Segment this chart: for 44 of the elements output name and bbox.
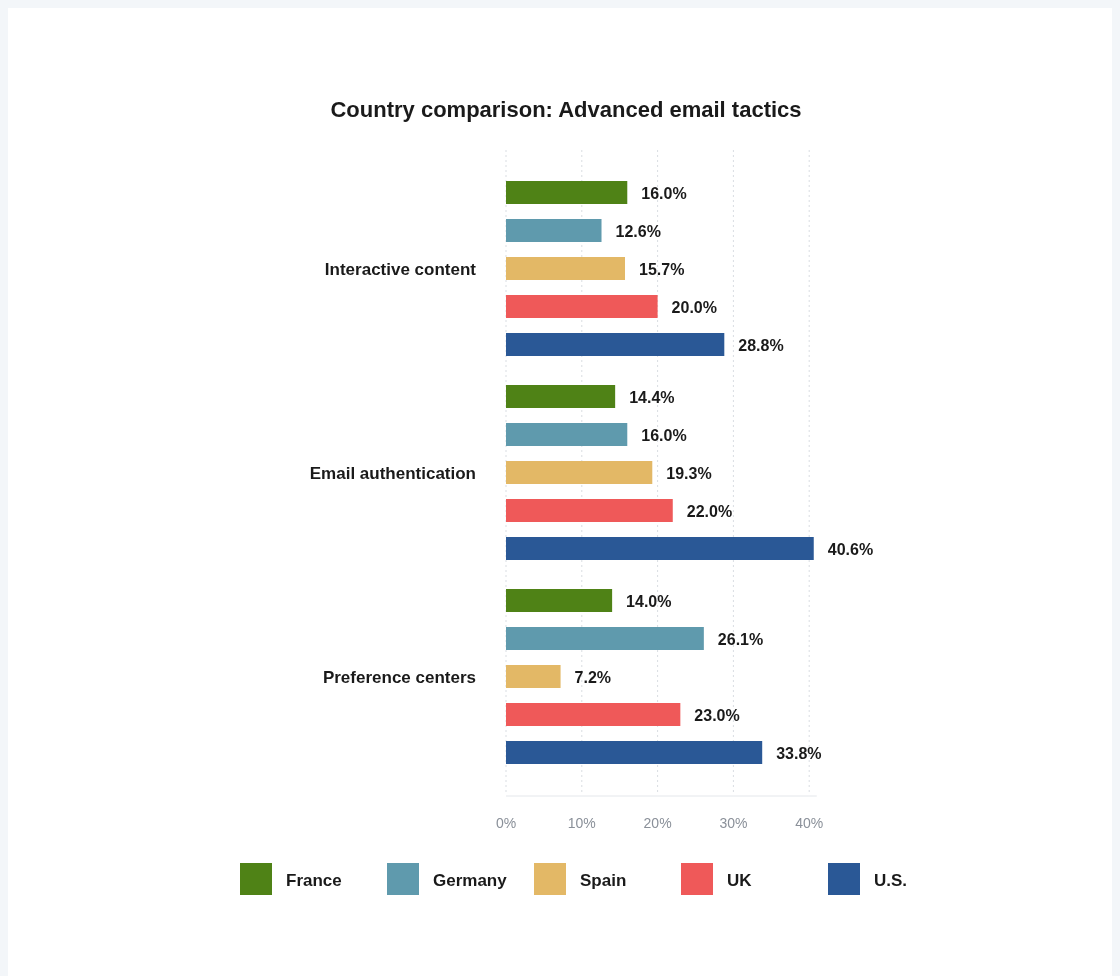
y-tick-label: Interactive content: [324, 259, 477, 279]
data-label: 33.8%: [776, 744, 822, 762]
data-label: 16.0%: [641, 426, 687, 444]
data-label: 12.6%: [615, 222, 661, 240]
data-label: 14.4%: [629, 388, 675, 406]
data-label: 23.0%: [694, 706, 740, 724]
bar: [506, 589, 613, 612]
x-tick-label: 0%: [495, 815, 517, 831]
data-label: 28.8%: [738, 336, 784, 354]
data-label: 14.0%: [626, 592, 672, 610]
legend-label: UK: [727, 871, 753, 890]
y-tick-label: Email authentication: [309, 463, 476, 483]
bar: [506, 181, 628, 204]
bar: [506, 295, 658, 318]
x-tick-label: 30%: [719, 815, 748, 831]
bar: [506, 627, 704, 650]
x-tick-label: 10%: [567, 815, 596, 831]
data-label: 15.7%: [639, 260, 685, 278]
bar: [506, 219, 602, 242]
legend-label: France: [286, 871, 342, 890]
bar: [506, 665, 561, 688]
bar: [506, 257, 626, 280]
bar: [506, 423, 628, 446]
bar: [506, 385, 616, 408]
bar: [506, 537, 814, 560]
data-label: 40.6%: [827, 540, 874, 558]
data-label: 19.3%: [666, 464, 712, 482]
bar: [506, 741, 763, 764]
data-label: 26.1%: [717, 630, 764, 648]
x-tick-label: 40%: [795, 815, 824, 831]
bar: [506, 703, 681, 726]
x-tick-label: 20%: [643, 815, 672, 831]
y-tick-label: Preference centers: [322, 667, 476, 687]
bar: [506, 333, 725, 356]
bar: [506, 499, 673, 522]
data-label: 20.0%: [671, 298, 717, 316]
data-label: 7.2%: [574, 668, 612, 686]
legend-label: Germany: [433, 871, 508, 890]
chart-title: Country comparison: Advanced email tactics: [330, 97, 802, 122]
legend-label: U.S.: [874, 871, 908, 890]
legend-label: Spain: [580, 871, 627, 890]
data-label: 22.0%: [686, 502, 733, 520]
data-label: 16.0%: [641, 184, 687, 202]
bar: [506, 461, 653, 484]
